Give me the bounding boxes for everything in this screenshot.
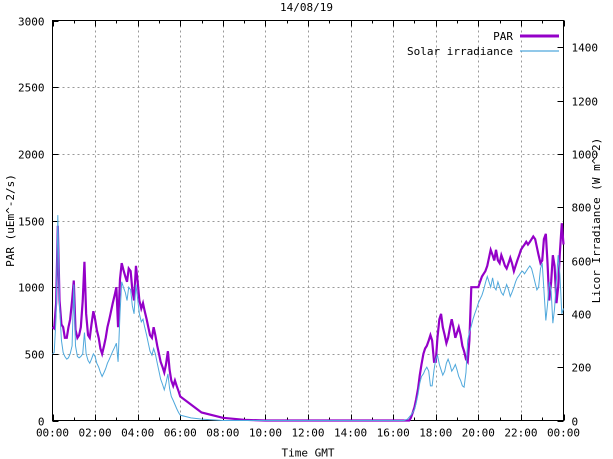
- x-axis-tick-label: 12:00: [291, 427, 324, 440]
- x-axis-tick-label: 18:00: [419, 427, 452, 440]
- y2-axis-tick-label: 0: [572, 416, 579, 429]
- y2-axis-tick-label: 800: [572, 202, 592, 215]
- legend-label-par: PAR: [493, 30, 513, 43]
- series-line-par: [51, 223, 565, 422]
- chart-legend: PAR Solar irradiance: [407, 30, 559, 58]
- y-axis-tick-label: 3000: [18, 16, 45, 29]
- data-series: [51, 215, 565, 422]
- x-axis-tick-label: 20:00: [462, 427, 495, 440]
- x-axis-tick-label: 06:00: [164, 427, 197, 440]
- x-axis-tick-label: 14:00: [334, 427, 367, 440]
- y-axis-title: PAR (uEm^-2/s): [4, 174, 17, 267]
- x-axis-tick-label: 22:00: [504, 427, 537, 440]
- x-axis-tick-label: 08:00: [206, 427, 239, 440]
- y2-axis-tick-label: 1200: [572, 96, 599, 109]
- page-title: 14/08/19: [280, 1, 333, 14]
- y2-axis-tick-label: 200: [572, 362, 592, 375]
- y2-axis-tick-label: 600: [572, 256, 592, 269]
- x-axis-title: Time GMT: [282, 447, 335, 459]
- x-axis-tick-label: 00:00: [547, 427, 580, 440]
- y-axis-tick-label: 0: [38, 416, 45, 429]
- grid-lines: [52, 20, 564, 421]
- y2-axis-tick-label: 400: [572, 309, 592, 322]
- y-axis-tick-label: 500: [25, 349, 45, 362]
- y2-axis-tick-label: 1000: [572, 149, 599, 162]
- y2-axis-tick-label: 1400: [572, 42, 599, 55]
- axis-labels: 0 500 1000 1500 2000 2500 3000 0 200 400 600 800 100…: [4, 16, 603, 459]
- x-axis-tick-label: 16:00: [377, 427, 410, 440]
- y-axis-tick-label: 2500: [18, 82, 45, 95]
- y-axis-tick-label: 2000: [18, 149, 45, 162]
- legend-label-solar-irradiance: Solar irradiance: [407, 45, 513, 58]
- x-axis-tick-label: 04:00: [121, 427, 154, 440]
- x-axis-tick-label: 00:00: [36, 427, 69, 440]
- y-axis-tick-label: 1500: [18, 216, 45, 229]
- x-axis-tick-label: 02:00: [79, 427, 112, 440]
- x-axis-tick-label: 10:00: [249, 427, 282, 440]
- y2-axis-title: Licor Irradiance (W m^-2): [590, 138, 603, 304]
- series-line-solar-irradiance: [52, 215, 564, 421]
- y-axis-tick-label: 1000: [18, 282, 45, 295]
